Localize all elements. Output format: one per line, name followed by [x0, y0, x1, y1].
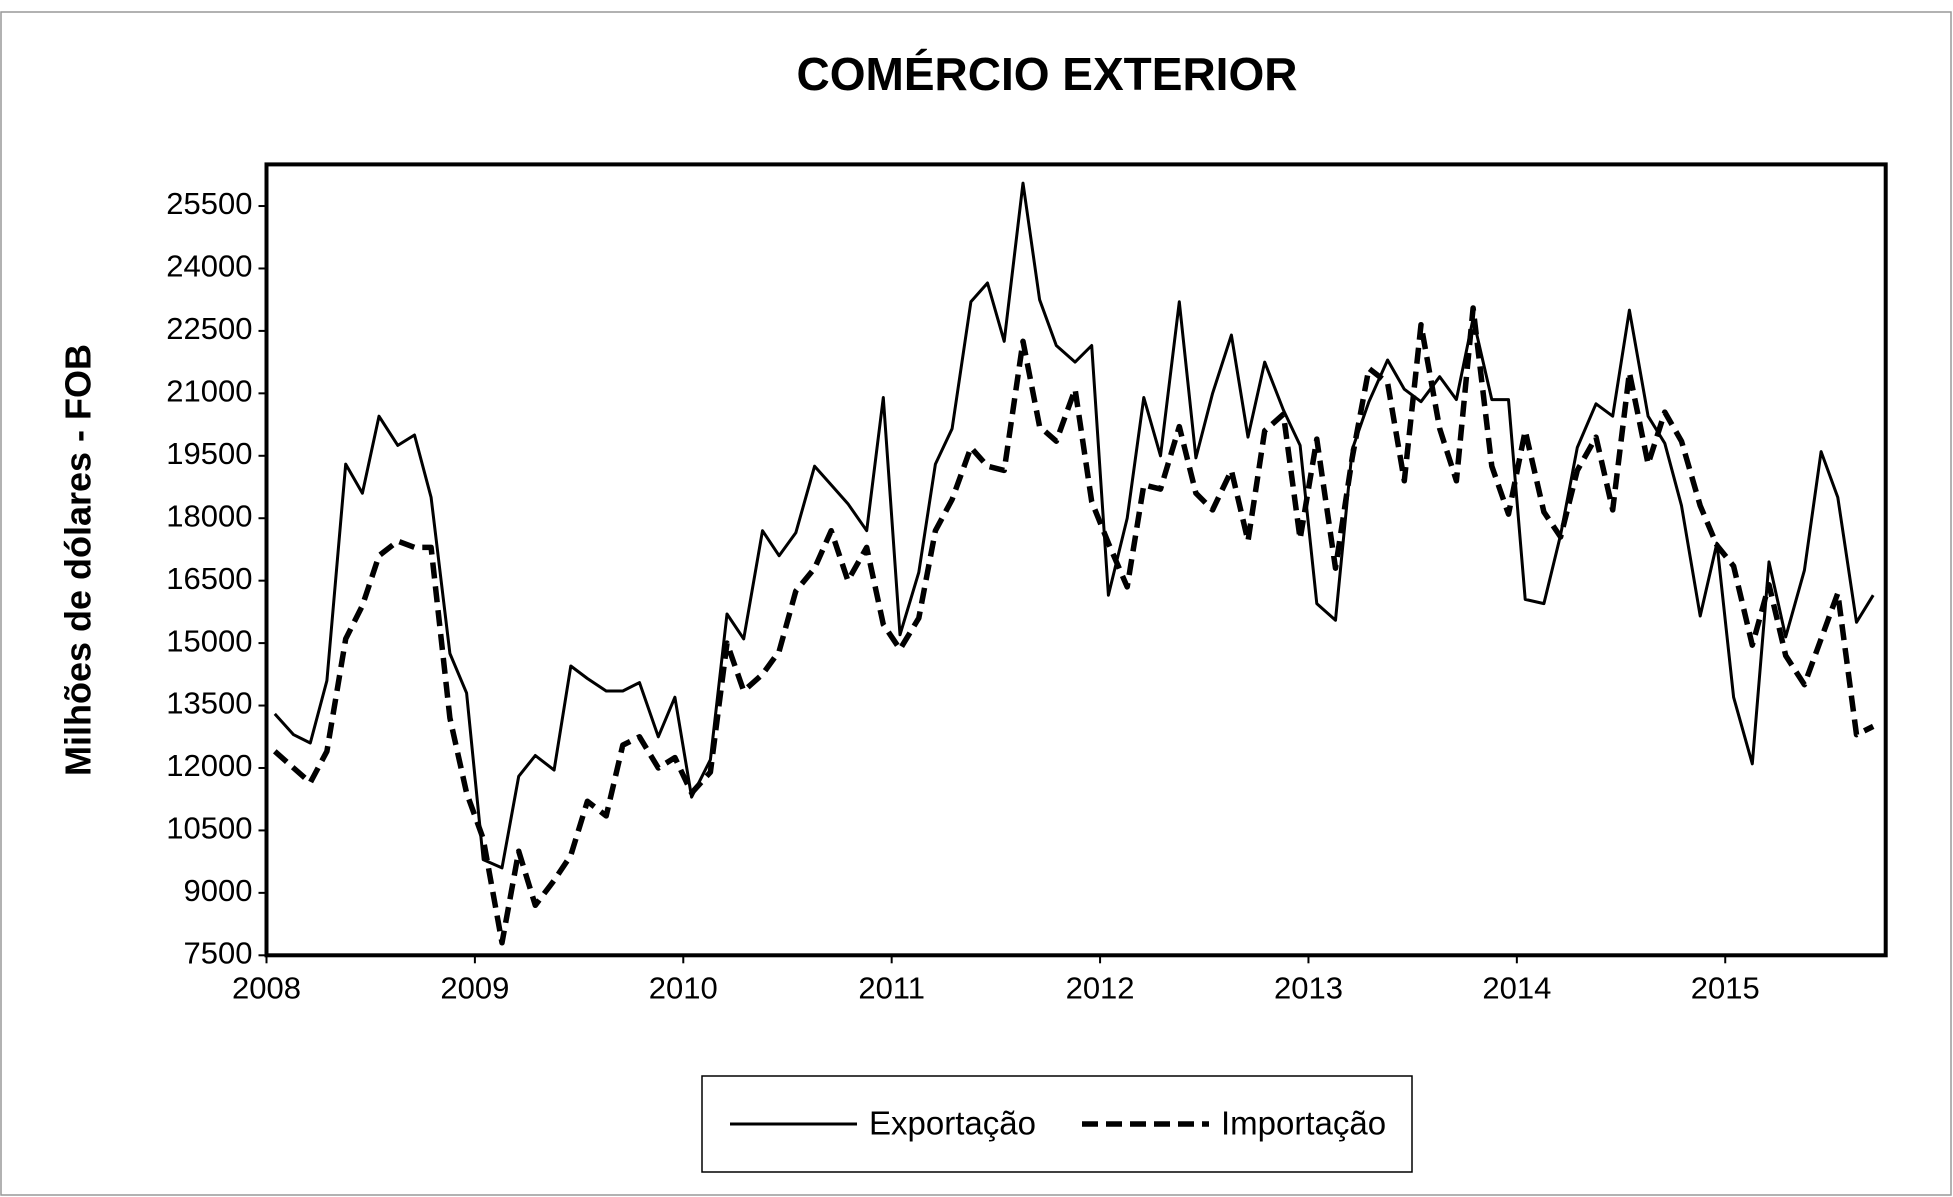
- y-tick-label: 21000: [166, 374, 252, 409]
- x-tick-label: 2009: [440, 970, 509, 1005]
- y-tick-label: 10500: [166, 811, 252, 846]
- legend-label: Importação: [1221, 1105, 1386, 1142]
- y-tick-label: 12000: [166, 748, 252, 783]
- plot-area: [264, 162, 1888, 958]
- y-tick-label: 13500: [166, 686, 252, 721]
- y-tick-label: 9000: [184, 873, 253, 908]
- frame: [0, 11, 1952, 1196]
- x-tick-label: 2011: [858, 970, 925, 1005]
- y-axis-label: Milhões de dólares - FOB: [58, 344, 99, 776]
- series-line: [272, 305, 1875, 946]
- y-tick-label: 24000: [166, 249, 252, 284]
- x-tick-label: 2013: [1274, 970, 1343, 1005]
- chart-title: COMÉRCIO EXTERIOR: [797, 48, 1298, 100]
- x-tick-label: 2015: [1691, 970, 1760, 1005]
- legend-label: Exportação: [869, 1105, 1036, 1142]
- y-tick-label: 16500: [166, 561, 252, 596]
- y-tick-label: 18000: [166, 498, 252, 533]
- y-tick-label: 19500: [166, 436, 252, 471]
- series-line: [273, 181, 1875, 870]
- y-tick-label: 15000: [166, 623, 252, 658]
- x-tick-label: 2014: [1482, 970, 1551, 1005]
- x-tick-label: 2012: [1066, 970, 1135, 1005]
- y-tick-label: 22500: [166, 311, 252, 346]
- x-tick-label: 2008: [232, 970, 301, 1005]
- y-tick-label: 25500: [166, 186, 252, 221]
- y-tick-label: 7500: [184, 935, 253, 970]
- x-tick-label: 2010: [649, 970, 718, 1005]
